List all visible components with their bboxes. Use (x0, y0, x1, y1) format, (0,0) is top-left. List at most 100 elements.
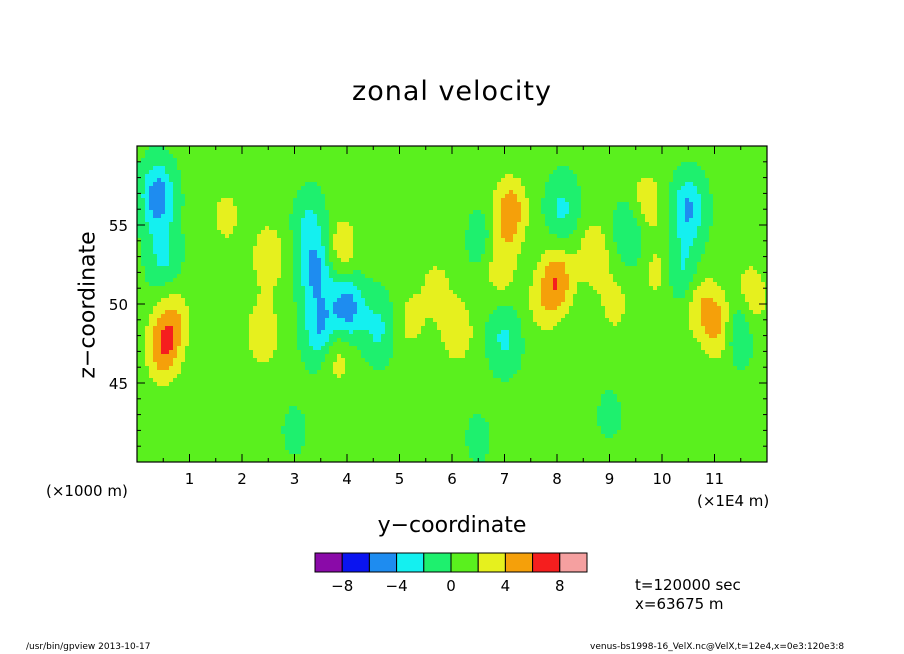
contour-cell (729, 170, 734, 175)
contour-cell (701, 206, 706, 211)
contour-cell (409, 146, 414, 151)
contour-cell (385, 178, 390, 183)
contour-cell (333, 206, 338, 211)
contour-cell (717, 250, 722, 255)
contour-cell (409, 226, 414, 231)
contour-cell (349, 182, 354, 187)
contour-cell (597, 210, 602, 215)
contour-cell (449, 254, 454, 259)
contour-cell (345, 214, 350, 219)
contour-cell (697, 238, 702, 243)
contour-cell (597, 162, 602, 167)
contour-cell (421, 250, 426, 255)
contour-cell (353, 246, 358, 251)
contour-cell (501, 270, 506, 275)
contour-cell (737, 238, 742, 243)
contour-cell (173, 270, 178, 275)
contour-cell (449, 218, 454, 223)
contour-cell (177, 174, 182, 179)
contour-cell (429, 246, 434, 251)
contour-cell (677, 202, 682, 207)
contour-cell (229, 226, 234, 231)
contour-cell (389, 186, 394, 191)
contour-cell (509, 190, 514, 195)
contour-cell (505, 218, 510, 223)
contour-cell (381, 218, 386, 223)
contour-cell (713, 222, 718, 227)
contour-cell (469, 178, 474, 183)
contour-cell (569, 258, 574, 263)
contour-cell (165, 154, 170, 159)
contour-cell (705, 262, 710, 267)
contour-cell (201, 214, 206, 219)
contour-cell (301, 202, 306, 207)
contour-cell (137, 238, 142, 243)
contour-cell (693, 218, 698, 223)
contour-cell (169, 262, 174, 267)
contour-cell (697, 154, 702, 159)
contour-cell (381, 238, 386, 243)
contour-cell (481, 202, 486, 207)
contour-cell (285, 202, 290, 207)
contour-cell (605, 230, 610, 235)
contour-cell (513, 174, 518, 179)
contour-cell (397, 266, 402, 271)
contour-cell (417, 226, 422, 231)
contour-cell (581, 170, 586, 175)
contour-cell (149, 170, 154, 175)
contour-cell (181, 234, 186, 239)
contour-cell (469, 246, 474, 251)
contour-cell (413, 226, 418, 231)
contour-cell (405, 146, 410, 151)
contour-cell (685, 226, 690, 231)
contour-cell (477, 250, 482, 255)
contour-cell (385, 266, 390, 271)
contour-cell (313, 158, 318, 163)
contour-cell (473, 194, 478, 199)
contour-cell (685, 182, 690, 187)
contour-cell (193, 202, 198, 207)
contour-cell (597, 178, 602, 183)
contour-cell (609, 250, 614, 255)
contour-cell (221, 214, 226, 219)
contour-cell (361, 218, 366, 223)
contour-cell (317, 234, 322, 239)
contour-cell (381, 262, 386, 267)
contour-cell (533, 162, 538, 167)
contour-cell (317, 186, 322, 191)
contour-cell (741, 222, 746, 227)
contour-cell (261, 242, 266, 247)
contour-cell (737, 190, 742, 195)
contour-cell (757, 178, 762, 183)
contour-cell (297, 230, 302, 235)
contour-cell (153, 158, 158, 163)
contour-cell (589, 230, 594, 235)
contour-cell (689, 242, 694, 247)
contour-cell (685, 230, 690, 235)
contour-cell (229, 266, 234, 271)
contour-cell (137, 234, 142, 239)
contour-cell (365, 258, 370, 263)
contour-cell (653, 226, 658, 231)
contour-cell (149, 154, 154, 159)
contour-cell (325, 166, 330, 171)
contour-cell (209, 170, 214, 175)
contour-cell (633, 158, 638, 163)
contour-cell (545, 226, 550, 231)
contour-cell (485, 150, 490, 155)
contour-cell (373, 154, 378, 159)
contour-cell (741, 238, 746, 243)
contour-cell (561, 178, 566, 183)
contour-cell (281, 154, 286, 159)
contour-cell (765, 218, 768, 223)
contour-cell (257, 214, 262, 219)
contour-cell (653, 150, 658, 155)
contour-cell (457, 186, 462, 191)
contour-cell (249, 234, 254, 239)
contour-cell (601, 170, 606, 175)
contour-cell (273, 170, 278, 175)
contour-cell (501, 254, 506, 259)
contour-cell (385, 202, 390, 207)
contour-cell (533, 270, 538, 275)
contour-cell (337, 190, 342, 195)
